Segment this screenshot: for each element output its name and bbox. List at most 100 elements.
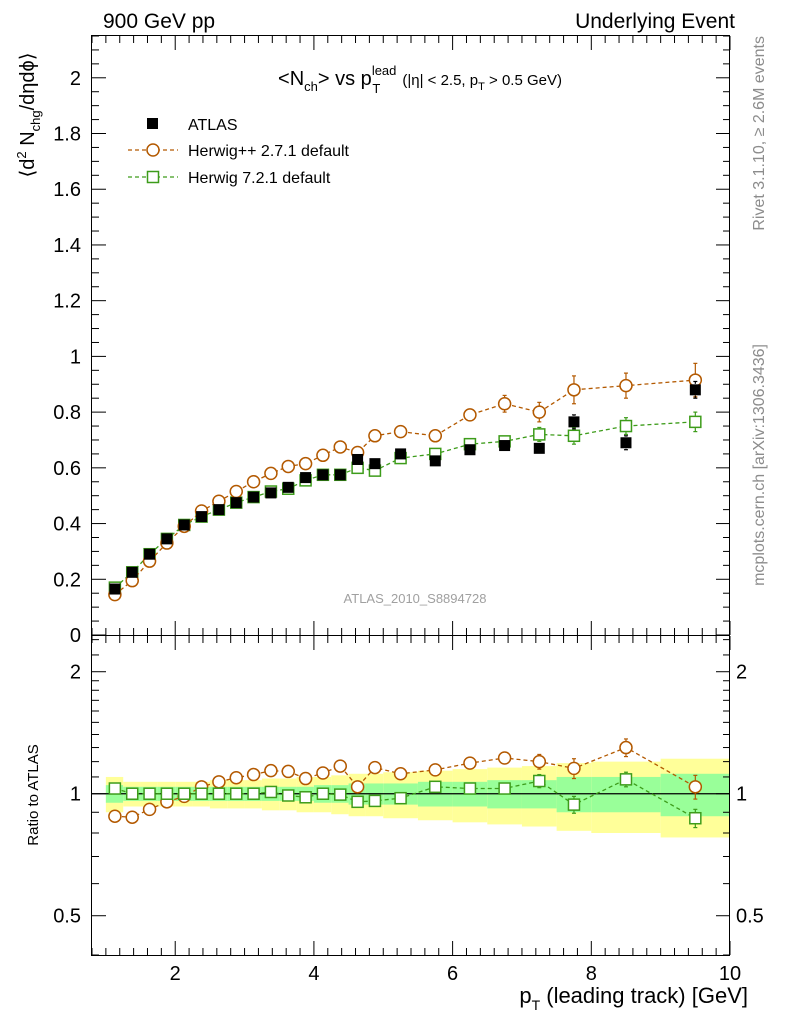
ratio-herwigpp-point <box>688 780 703 794</box>
atlas-point <box>568 416 580 428</box>
ratio-herwig7-point <box>334 788 347 801</box>
ratio-y-tick-label: 2 <box>70 662 81 684</box>
ratio-herwigpp-point <box>393 767 408 781</box>
atlas-point <box>334 469 346 481</box>
ratio-herwig7-point <box>108 782 122 795</box>
x-label-a: p <box>519 983 531 1008</box>
legend-atlas-label: ATLAS <box>188 117 238 134</box>
ratio-y-tick-label-right: 1 <box>736 784 747 806</box>
herwigpp-point <box>316 448 330 463</box>
ratio-panel: 2 4 6 8 10 0.5 0.5 1 1 2 2 <box>53 636 764 985</box>
atlas-point <box>352 453 364 465</box>
ratio-herwig7-point <box>429 780 442 794</box>
ratio-y-tick-label-right: 2 <box>736 662 747 684</box>
ratio-frame <box>91 635 730 956</box>
main-panel: 0 0.2 0.4 0.6 0.8 1 1.2 1.4 1.6 1.8 2 <box>53 35 731 647</box>
x-tick-label: 10 <box>719 963 741 985</box>
ratio-y-tick-label: 1 <box>70 784 81 806</box>
atlas-point <box>230 497 242 509</box>
ratio-herwig7-point <box>463 782 477 795</box>
herwigpp-point <box>428 429 443 443</box>
main-y-tick-label: 0.2 <box>53 569 81 591</box>
legend: ATLAS Herwig++ 2.7.1 default Herwig 7.2.… <box>128 117 350 187</box>
y-label-a: ⟨d <box>17 159 39 178</box>
herwig7-point <box>619 419 633 433</box>
herwig7-point <box>689 415 702 429</box>
atlas-point <box>369 458 381 470</box>
atlas-point <box>395 448 407 460</box>
ratio-herwigpp-point <box>246 767 261 782</box>
header-left: 900 GeV pp <box>103 10 215 33</box>
atlas-point <box>161 533 173 545</box>
x-tick-label: 4 <box>308 963 319 985</box>
ratio-herwig7-point <box>125 787 139 800</box>
ratio-y-tick-label: 0.5 <box>53 906 81 928</box>
ratio-y-label: Ratio to ATLAS <box>25 744 42 845</box>
atlas-point <box>620 437 632 449</box>
main-y-tick-label: 0.8 <box>53 402 81 424</box>
atlas-point <box>533 442 545 454</box>
ratio-herwig7-point <box>143 787 156 800</box>
ratio-herwigpp-point <box>463 756 477 770</box>
ratio-herwig7-point <box>316 787 330 800</box>
ratio-herwig7-point <box>247 787 260 800</box>
herwigpp-line <box>114 379 696 596</box>
title-mid: > vs p <box>318 68 372 90</box>
ratio-herwig7-point <box>368 794 382 808</box>
atlas-point <box>317 469 329 481</box>
atlas-point <box>213 504 225 516</box>
main-y-tick-label: 0.4 <box>53 514 81 536</box>
title-p-sub: T <box>372 81 380 96</box>
mcplots-label: mcplots.cern.ch [arXiv:1306.3436] <box>751 344 768 586</box>
analysis-watermark: ATLAS_2010_S8894728 <box>344 591 487 606</box>
x-label-sub: T <box>532 997 541 1013</box>
atlas-point <box>126 566 138 578</box>
main-y-tick-label: 0.6 <box>53 458 81 480</box>
ratio-herwig7-point <box>160 787 174 800</box>
herwigpp-point <box>229 484 243 499</box>
herwigpp-point <box>368 429 382 443</box>
herwig7-point <box>567 429 581 443</box>
x-label-b: (leading track) [GeV] <box>540 983 748 1008</box>
main-y-tick-label: 1.8 <box>53 124 81 146</box>
ratio-herwigpp-point <box>333 759 348 773</box>
ratio-herwig7-point <box>498 782 511 795</box>
ratio-herwig7-point <box>282 789 295 802</box>
herwigpp-point <box>333 440 348 454</box>
ratio-herwigpp-point <box>368 760 382 775</box>
ratio-herwigpp-point <box>229 770 243 785</box>
ratio-herwig7-point <box>212 787 226 800</box>
ratio-herwig7-point <box>533 774 546 788</box>
atlas-point <box>178 519 190 531</box>
ratio-herwigpp-point <box>316 766 330 780</box>
ratio-herwig7-point <box>229 787 243 800</box>
ratio-herwigpp-point <box>142 802 157 817</box>
atlas-point <box>464 444 476 456</box>
main-y-tick-label: 1.2 <box>53 291 81 313</box>
ratio-herwigpp-point <box>281 764 296 779</box>
ratio-herwigpp-point <box>497 751 512 765</box>
ratio-herwig7-point <box>567 798 581 811</box>
herwigpp-point <box>246 475 261 489</box>
ratio-y-tick-label-right: 0.5 <box>736 906 764 928</box>
x-tick-label: 2 <box>170 963 181 985</box>
ratio-herwigpp-point <box>212 775 226 789</box>
atlas-point <box>429 455 441 467</box>
title-cuts-b: > 0.5 GeV) <box>485 72 562 89</box>
x-tick-label: 6 <box>447 963 458 985</box>
ratio-herwigpp-point <box>350 780 365 794</box>
herwigpp-point <box>567 383 581 397</box>
herwig7-point <box>533 428 546 441</box>
x-axis-label: pT (leading track) [GeV] <box>519 983 748 1013</box>
herwigpp-point <box>463 408 477 422</box>
ratio-herwigpp-point <box>567 761 581 776</box>
atlas-point <box>248 491 260 503</box>
title-lhs-sub: ch <box>304 79 318 94</box>
title-p-sup: lead <box>372 63 397 78</box>
header-right: Underlying Event <box>575 10 735 33</box>
legend-herwig7-label: Herwig 7.2.1 default <box>188 170 331 187</box>
ratio-herwigpp-point <box>428 763 443 777</box>
legend-herwigpp-marker <box>146 143 160 157</box>
atlas-point <box>144 548 156 560</box>
atlas-point <box>499 440 511 452</box>
